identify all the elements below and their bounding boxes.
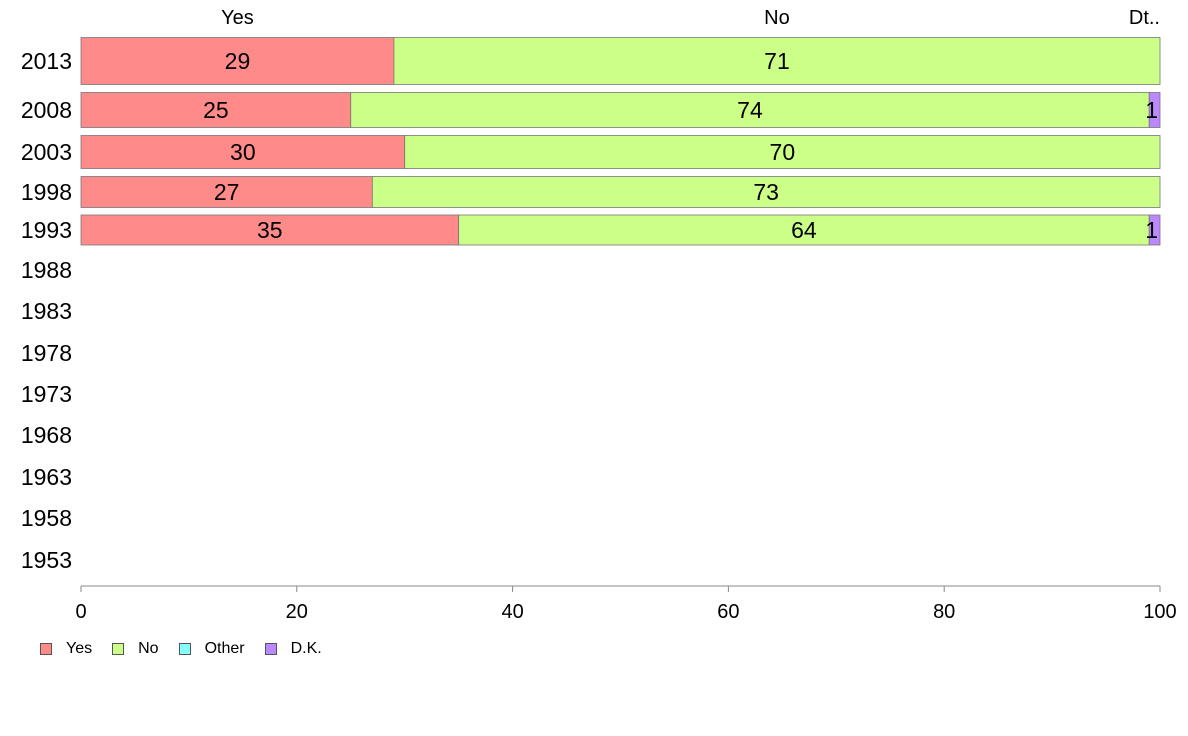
x-tick-label-60: 60 xyxy=(717,601,739,623)
data-label-1993-yes: 35 xyxy=(257,217,283,243)
bar-2013-no xyxy=(393,37,1161,85)
data-label-2008-yes: 25 xyxy=(203,97,229,123)
legend-swatch xyxy=(178,643,191,655)
legend-swatch xyxy=(112,643,125,655)
legend: Yes No Other D.K. xyxy=(40,640,342,658)
legend-swatch xyxy=(264,643,277,655)
category-label-1958: 1958 xyxy=(21,505,72,531)
category-label-1988: 1988 xyxy=(21,257,72,283)
data-label-2008-no: 74 xyxy=(737,97,763,123)
bar-1993-yes xyxy=(80,214,460,246)
bar-1998-yes xyxy=(80,176,373,208)
category-label-1968: 1968 xyxy=(21,422,72,448)
data-label-1998-no: 73 xyxy=(753,179,779,205)
bar-2003-no xyxy=(404,135,1161,169)
category-label-1953: 1953 xyxy=(21,547,72,573)
category-label-2013: 2013 xyxy=(21,48,72,74)
legend-item-yes: Yes xyxy=(40,640,92,658)
bar-2008-dk xyxy=(1148,92,1161,128)
bar-2008-yes xyxy=(80,92,352,128)
top-label-2: Dt.. xyxy=(1129,7,1160,29)
legend-label: Yes xyxy=(66,640,93,657)
legend-item-dk: D.K. xyxy=(264,640,322,658)
data-label-1993-no: 64 xyxy=(791,217,817,243)
data-label-2013-no: 71 xyxy=(764,48,790,74)
category-label-1973: 1973 xyxy=(21,381,72,407)
data-label-2008-dk: 1 xyxy=(1145,97,1158,123)
bar-2013-yes xyxy=(80,37,395,85)
bar-2003-yes xyxy=(80,135,406,169)
legend-item-no: No xyxy=(112,640,159,658)
bar-1993-no xyxy=(458,214,1150,246)
x-tick-label-40: 40 xyxy=(501,601,523,623)
x-tick-label-80: 80 xyxy=(933,601,955,623)
legend-swatch xyxy=(40,643,52,655)
legend-item-other: Other xyxy=(178,640,245,658)
legend-label: Other xyxy=(204,640,245,657)
bar-1993-dk xyxy=(1148,214,1161,246)
category-label-1998: 1998 xyxy=(21,179,72,205)
top-label-0: Yes xyxy=(221,7,254,29)
category-label-1993: 1993 xyxy=(21,217,72,243)
legend-label: No xyxy=(138,640,159,657)
data-label-1993-dk: 1 xyxy=(1145,217,1158,243)
legend-label: D.K. xyxy=(290,640,322,657)
category-label-2003: 2003 xyxy=(21,139,72,165)
bar-1998-no xyxy=(371,176,1161,208)
top-label-1: No xyxy=(764,7,790,29)
category-label-1983: 1983 xyxy=(21,298,72,324)
x-tick-label-20: 20 xyxy=(286,601,308,623)
data-label-2003-yes: 30 xyxy=(230,139,256,165)
x-tick-label-100: 100 xyxy=(1143,601,1176,623)
data-label-2013-yes: 29 xyxy=(225,48,251,74)
category-label-2008: 2008 xyxy=(21,97,72,123)
category-label-1963: 1963 xyxy=(21,464,72,490)
data-label-2003-no: 70 xyxy=(770,139,796,165)
x-tick-label-0: 0 xyxy=(75,601,86,623)
category-label-1978: 1978 xyxy=(21,340,72,366)
bar-2008-no xyxy=(350,92,1150,128)
data-label-1998-yes: 27 xyxy=(214,179,240,205)
